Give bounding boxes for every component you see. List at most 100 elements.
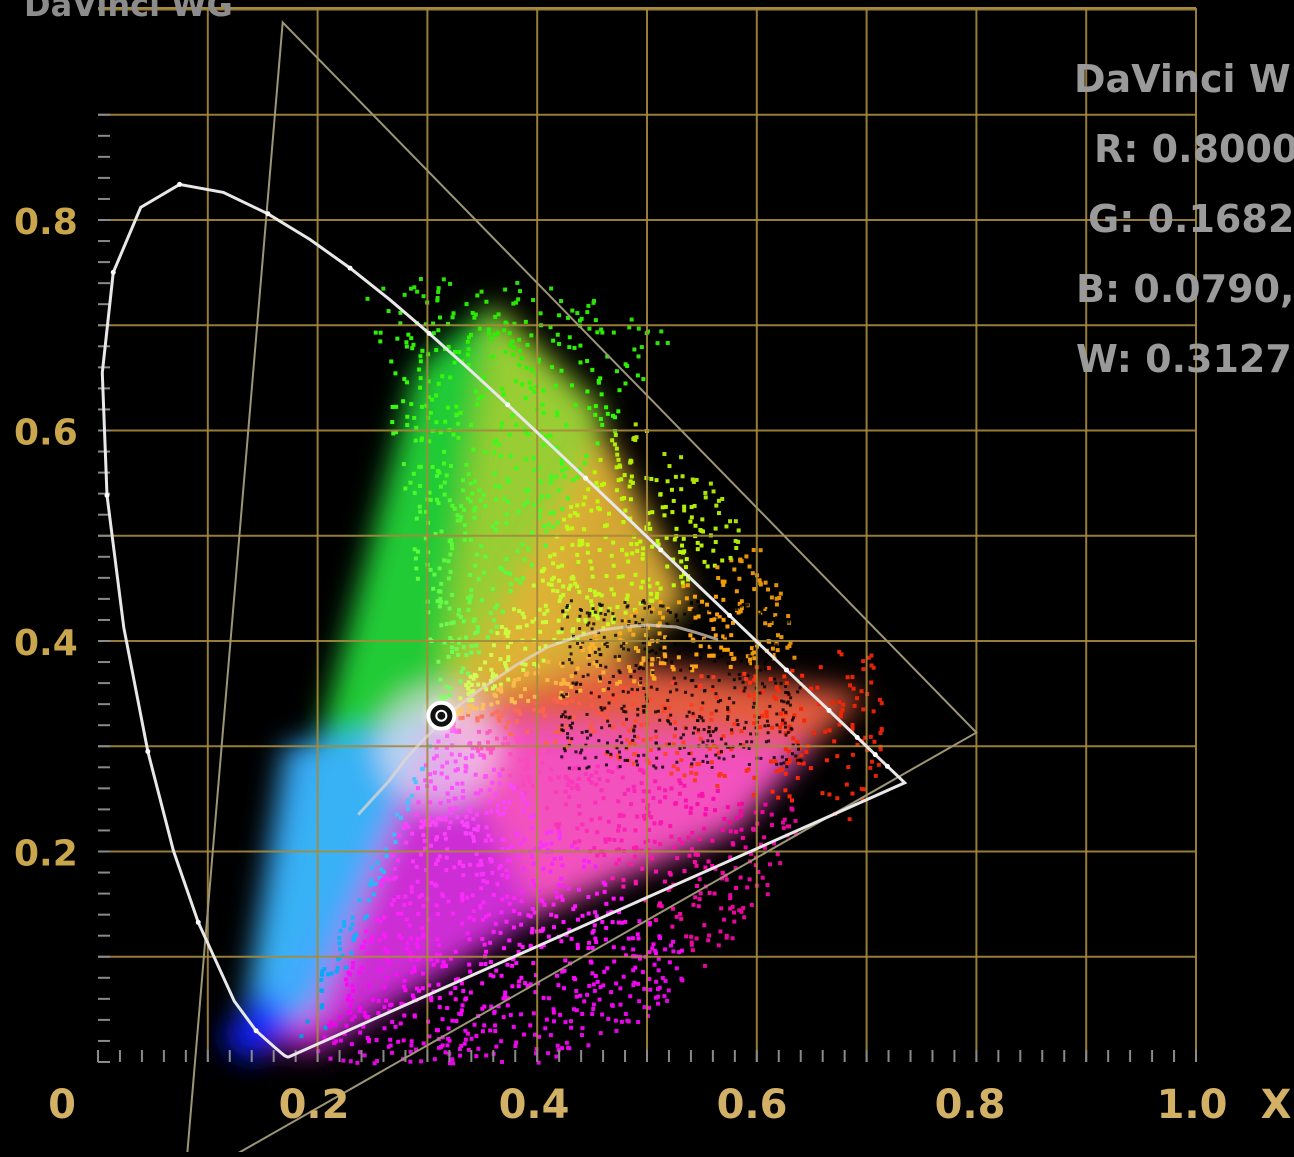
distribution-point xyxy=(496,687,501,692)
distribution-point xyxy=(335,965,340,970)
distribution-point xyxy=(536,360,541,365)
distribution-point xyxy=(562,517,567,522)
distribution-point xyxy=(697,793,702,798)
distribution-point xyxy=(728,829,733,834)
distribution-point xyxy=(466,686,471,691)
distribution-point xyxy=(471,835,476,840)
distribution-point xyxy=(444,622,449,627)
distribution-noise xyxy=(630,687,634,691)
distribution-point xyxy=(427,800,432,805)
distribution-point xyxy=(629,614,634,619)
distribution-point xyxy=(869,759,874,764)
distribution-point xyxy=(479,962,484,967)
distribution-point xyxy=(483,660,488,665)
distribution-point xyxy=(434,420,439,425)
distribution-point xyxy=(665,340,670,345)
distribution-point xyxy=(447,1061,452,1066)
distribution-point xyxy=(530,825,535,830)
distribution-point xyxy=(378,339,383,344)
distribution-point xyxy=(782,817,787,822)
distribution-point xyxy=(508,640,513,645)
distribution-point xyxy=(555,332,560,337)
distribution-point xyxy=(369,878,374,883)
distribution-point xyxy=(449,542,454,547)
distribution-point xyxy=(490,586,495,591)
distribution-point xyxy=(631,947,636,952)
distribution-noise xyxy=(589,733,593,737)
distribution-point xyxy=(697,897,702,902)
distribution-point xyxy=(740,688,745,693)
distribution-point xyxy=(760,875,765,880)
distribution-point xyxy=(406,332,411,337)
distribution-noise xyxy=(603,642,607,646)
distribution-point xyxy=(428,637,433,642)
distribution-point xyxy=(481,570,486,575)
distribution-point xyxy=(532,910,537,915)
distribution-point xyxy=(480,706,485,711)
distribution-noise xyxy=(668,690,672,694)
distribution-point xyxy=(611,945,616,950)
distribution-noise xyxy=(560,728,564,732)
distribution-noise xyxy=(684,726,688,730)
distribution-point xyxy=(577,538,582,543)
distribution-noise xyxy=(656,709,660,713)
distribution-point xyxy=(453,978,458,983)
distribution-point xyxy=(459,669,464,674)
distribution-point xyxy=(443,419,448,424)
distribution-point xyxy=(462,523,467,528)
distribution-noise xyxy=(597,647,601,651)
distribution-point xyxy=(366,983,371,988)
distribution-noise xyxy=(758,691,762,695)
distribution-point xyxy=(712,617,717,622)
distribution-point xyxy=(549,286,554,291)
distribution-point xyxy=(672,537,677,542)
distribution-point xyxy=(525,729,530,734)
distribution-point xyxy=(583,495,588,500)
distribution-point xyxy=(541,943,546,948)
distribution-point xyxy=(721,597,726,602)
distribution-point xyxy=(505,644,510,649)
distribution-noise xyxy=(782,761,786,765)
distribution-point xyxy=(791,736,796,741)
distribution-point xyxy=(474,745,479,750)
distribution-point xyxy=(610,438,615,443)
distribution-point xyxy=(446,1026,451,1031)
distribution-point xyxy=(484,774,489,779)
distribution-point xyxy=(689,770,694,775)
distribution-noise xyxy=(636,754,640,758)
distribution-point xyxy=(630,702,635,707)
distribution-noise xyxy=(716,700,720,704)
distribution-point xyxy=(725,624,730,629)
distribution-point xyxy=(848,683,853,688)
distribution-point xyxy=(382,1026,387,1031)
distribution-point xyxy=(518,711,523,716)
distribution-point xyxy=(616,765,621,770)
distribution-point xyxy=(731,656,736,661)
distribution-point xyxy=(546,1051,551,1056)
distribution-point xyxy=(574,994,579,999)
distribution-point xyxy=(764,710,769,715)
distribution-noise xyxy=(742,689,746,693)
distribution-noise xyxy=(579,751,583,755)
distribution-point xyxy=(560,563,565,568)
distribution-point xyxy=(582,527,587,532)
distribution-point xyxy=(517,337,522,342)
distribution-noise xyxy=(724,634,728,638)
distribution-noise xyxy=(796,743,800,747)
distribution-point xyxy=(635,735,640,740)
distribution-point xyxy=(464,462,469,467)
distribution-point xyxy=(333,1022,338,1027)
distribution-point xyxy=(421,822,426,827)
distribution-point xyxy=(540,620,545,625)
distribution-noise xyxy=(763,685,767,689)
distribution-point xyxy=(763,580,768,585)
distribution-noise xyxy=(775,616,779,620)
distribution-noise xyxy=(747,747,751,751)
distribution-point xyxy=(488,750,493,755)
distribution-point xyxy=(580,913,585,918)
distribution-point xyxy=(520,791,525,796)
distribution-noise xyxy=(585,766,589,770)
distribution-point xyxy=(551,1007,556,1012)
distribution-point xyxy=(427,490,432,495)
distribution-point xyxy=(641,377,646,382)
